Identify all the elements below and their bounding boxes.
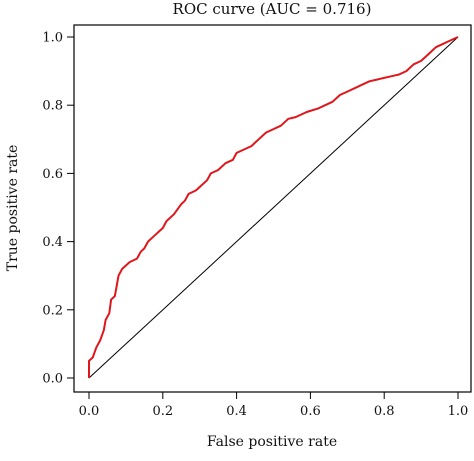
x-tick-label: 0.0 xyxy=(79,404,100,419)
x-axis-label: False positive rate xyxy=(207,434,337,450)
y-tick-label: 0.8 xyxy=(42,99,63,114)
reference-diagonal-line xyxy=(88,36,459,379)
x-tick-label: 0.2 xyxy=(152,404,173,419)
y-axis: 0.0 0.2 0.4 0.6 0.8 1.0 xyxy=(42,31,74,387)
y-tick-label: 0.6 xyxy=(42,167,63,182)
y-tick-label: 0.2 xyxy=(42,303,63,318)
chart-title: ROC curve (AUC = 0.716) xyxy=(173,0,372,18)
x-axis: 0.0 0.2 0.4 0.6 0.8 1.0 xyxy=(79,392,469,419)
roc-curve-line xyxy=(88,36,459,378)
y-axis-label: True positive rate xyxy=(5,145,21,272)
y-tick-label: 0.0 xyxy=(42,372,63,387)
y-tick-label: 0.4 xyxy=(42,235,63,250)
x-tick-label: 0.6 xyxy=(300,404,321,419)
x-tick-label: 0.8 xyxy=(374,404,395,419)
y-tick-label: 1.0 xyxy=(42,31,63,46)
x-tick-label: 0.4 xyxy=(226,404,247,419)
plot-frame xyxy=(73,24,472,393)
x-tick-label: 1.0 xyxy=(448,404,469,419)
